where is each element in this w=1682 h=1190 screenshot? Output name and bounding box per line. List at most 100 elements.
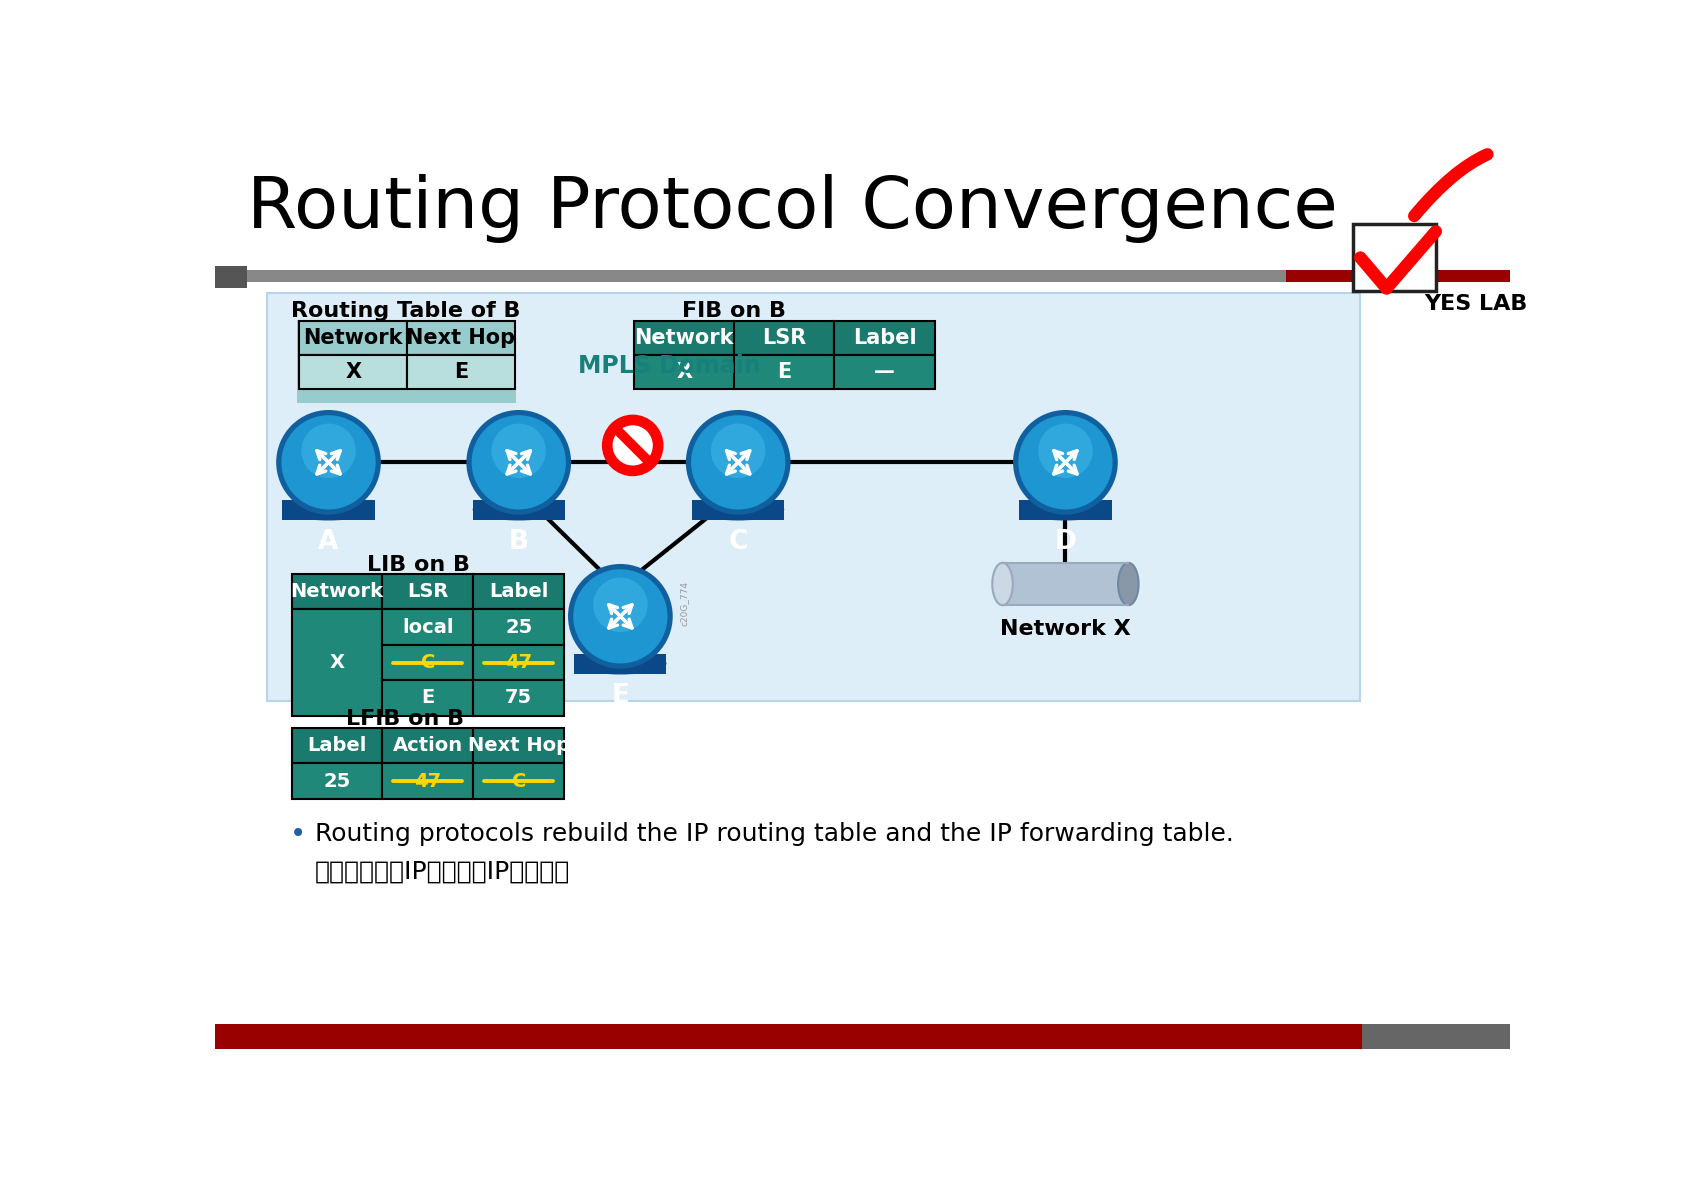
Circle shape: [301, 424, 355, 478]
Bar: [473, 500, 565, 520]
Bar: [733, 356, 834, 389]
Text: 路由协议重建IP路由表和IP转发表。: 路由协议重建IP路由表和IP转发表。: [315, 859, 570, 883]
Text: E: E: [454, 362, 468, 382]
Circle shape: [592, 577, 648, 632]
Circle shape: [602, 414, 663, 476]
Bar: [834, 356, 934, 389]
Circle shape: [686, 411, 791, 515]
Bar: [267, 293, 1359, 701]
Text: X: X: [676, 362, 691, 382]
Circle shape: [691, 415, 785, 509]
Bar: [283, 500, 375, 520]
Ellipse shape: [283, 499, 375, 520]
Bar: [247, 270, 1285, 282]
Text: Network: Network: [634, 328, 733, 349]
Bar: [382, 574, 473, 609]
Text: Routing protocols rebuild the IP routing table and the IP forwarding table.: Routing protocols rebuild the IP routing…: [315, 822, 1233, 846]
Text: C: C: [420, 653, 436, 672]
Text: D: D: [1055, 528, 1076, 555]
Text: Next Hop: Next Hop: [405, 328, 515, 349]
Circle shape: [491, 424, 545, 478]
Text: LFIB on B: LFIB on B: [346, 709, 464, 728]
Circle shape: [281, 415, 375, 509]
Bar: [473, 728, 563, 764]
Text: B: B: [508, 528, 528, 555]
Bar: [291, 609, 382, 715]
Bar: [634, 356, 733, 389]
Text: local: local: [402, 618, 454, 637]
Text: A: A: [318, 528, 338, 555]
Text: Routing Protocol Convergence: Routing Protocol Convergence: [247, 174, 1337, 243]
Circle shape: [607, 421, 658, 470]
Text: X: X: [345, 362, 362, 382]
Text: Label: Label: [489, 582, 548, 601]
Bar: [473, 681, 563, 715]
Bar: [473, 764, 563, 798]
Bar: [299, 321, 407, 356]
Bar: [214, 1025, 1361, 1050]
Circle shape: [567, 564, 673, 669]
Text: C: C: [728, 528, 747, 555]
Text: —: —: [873, 362, 895, 382]
Text: LIB on B: LIB on B: [367, 555, 469, 575]
Text: 47: 47: [505, 653, 532, 672]
Bar: [382, 681, 473, 715]
Bar: [299, 356, 407, 389]
Bar: [382, 609, 473, 645]
Bar: [574, 654, 666, 674]
Bar: [296, 320, 515, 403]
Text: E: E: [611, 683, 629, 708]
Bar: [291, 574, 382, 609]
Text: Label: Label: [853, 328, 915, 349]
Ellipse shape: [1117, 563, 1139, 606]
Text: Network X: Network X: [999, 619, 1130, 639]
Bar: [407, 356, 515, 389]
Ellipse shape: [1019, 499, 1110, 520]
Text: 25: 25: [323, 771, 350, 790]
Ellipse shape: [992, 563, 1013, 606]
Text: MPLS Domain: MPLS Domain: [577, 355, 760, 378]
Text: Network: Network: [303, 328, 402, 349]
Circle shape: [574, 569, 668, 664]
Text: YES LAB: YES LAB: [1423, 294, 1527, 314]
Circle shape: [1038, 424, 1092, 478]
Text: Next Hop: Next Hop: [468, 737, 570, 756]
Bar: [691, 500, 784, 520]
Bar: [473, 609, 563, 645]
Text: E: E: [777, 362, 791, 382]
Circle shape: [1013, 411, 1117, 515]
Text: c20G_774: c20G_774: [680, 581, 688, 626]
Ellipse shape: [691, 499, 784, 520]
Text: E: E: [420, 689, 434, 708]
Circle shape: [1018, 415, 1112, 509]
Ellipse shape: [574, 652, 666, 675]
Bar: [1019, 500, 1110, 520]
Bar: [382, 764, 473, 798]
Text: 47: 47: [414, 771, 441, 790]
Bar: [733, 321, 834, 356]
Text: Label: Label: [308, 737, 367, 756]
Text: C: C: [511, 771, 525, 790]
Bar: [473, 574, 563, 609]
Circle shape: [710, 424, 765, 478]
Bar: [1002, 563, 1127, 606]
Bar: [291, 728, 382, 764]
Text: FIB on B: FIB on B: [681, 301, 785, 320]
Circle shape: [471, 415, 565, 509]
Bar: [382, 728, 473, 764]
Bar: [634, 321, 733, 356]
Text: 25: 25: [505, 618, 532, 637]
Ellipse shape: [473, 499, 565, 520]
Text: Routing Table of B: Routing Table of B: [291, 301, 520, 320]
Text: LSR: LSR: [407, 582, 449, 601]
Bar: [1361, 1025, 1510, 1050]
Bar: [473, 645, 563, 681]
Bar: [1352, 224, 1435, 292]
Circle shape: [276, 411, 380, 515]
Bar: [214, 267, 247, 288]
Text: Network: Network: [291, 582, 383, 601]
Bar: [834, 321, 934, 356]
Bar: [382, 645, 473, 681]
Text: LSR: LSR: [762, 328, 806, 349]
Bar: [291, 764, 382, 798]
